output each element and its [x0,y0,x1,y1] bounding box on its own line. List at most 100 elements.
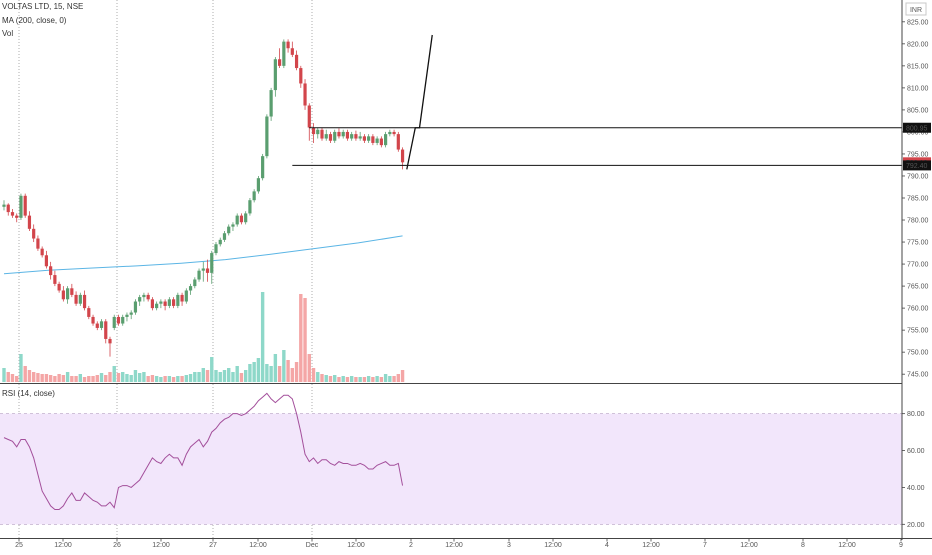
price-label: 800.95 [906,125,928,132]
volume-bar [154,376,159,382]
volume-bar [74,376,78,382]
candle-body [125,314,129,317]
volume-bar [371,377,375,382]
rsi-tick-label: 20.00 [907,522,925,529]
candle-body [138,297,142,302]
candle-body [133,301,138,313]
candle-body [121,316,125,324]
volume-bar [354,377,358,382]
candle-body [286,41,290,49]
volume-bar [265,364,269,382]
volume-bar [243,370,248,382]
candle-body [282,41,286,66]
time-tick-label: Dec [306,542,319,549]
price-tick-label: 800.00 [907,129,929,136]
volume-bar [316,372,320,382]
volume-bar [82,377,87,382]
volume-bar [218,372,222,382]
candle-body [116,316,121,324]
candle-body [205,268,210,273]
volume-bar [188,374,193,382]
candle-body [201,268,205,271]
volume-bar [214,370,218,382]
rsi-band [0,413,902,525]
price-label-box [903,122,931,133]
volume-bar [133,370,138,382]
volume-bar [341,376,345,382]
currency-badge-box[interactable] [905,2,927,16]
candle-body [320,129,324,139]
volume-bar [6,372,10,382]
rsi-tick-label: 60.00 [907,448,925,455]
candle-body [392,131,396,135]
rsi-legend[interactable]: RSI (14, close) [2,389,55,398]
candle-body [142,294,146,298]
candle-body [261,156,265,179]
candle-body [341,131,345,137]
volume-bar [320,374,324,382]
volume-bar [383,374,388,382]
time-tick-label: 12:00 [54,542,72,549]
candle-body [299,68,303,84]
price-tick-label: 825.00 [907,19,929,26]
volume-bar [256,358,261,382]
volume-bar [222,370,227,382]
candle-body [112,316,116,328]
candle-body [15,215,19,218]
volume-bar [333,375,337,382]
time-tick-label: 7 [703,542,707,549]
vol-legend[interactable]: Vol [2,29,13,38]
volume-bars [2,292,405,382]
candle-body [78,294,82,304]
candle-body [278,59,282,66]
candle-body [214,244,218,254]
rsi-line [3,392,404,511]
candle-body [316,129,320,135]
volume-bar [61,375,66,382]
candle-body [159,301,163,304]
time-tick-label: 12:00 [152,542,170,549]
volume-bar [248,364,252,382]
candle-body [290,48,294,55]
ma-legend[interactable]: MA (200, close, 0) [2,16,67,25]
candle-body [66,288,70,300]
ma-200-line [3,235,403,275]
candle-body [354,134,358,139]
candle-body [155,303,159,309]
volume-bar [324,375,328,382]
candle-body [10,212,15,216]
candle-body [49,266,53,276]
volume-bar [150,375,155,382]
price-tick-label: 795.00 [907,151,929,158]
candle-body [244,213,248,223]
candle-body [172,299,176,306]
drawings[interactable] [292,34,902,170]
time-tick-label: 9 [899,542,903,549]
volume-bar [205,370,210,382]
volume-bar [366,376,371,382]
candle-body [396,134,400,150]
candle-body [146,294,150,300]
price-tick-label: 810.00 [907,85,929,92]
candle-body [307,105,311,128]
candle-body [167,299,171,306]
volume-bar [184,375,189,382]
price-tick-label: 750.00 [907,350,929,357]
candle-body [129,312,133,315]
time-tick-label: 12:00 [740,542,758,549]
candle-body [384,134,388,146]
candle-body [74,294,78,304]
candle-body [400,149,405,163]
candle-body [362,136,366,141]
candle-body [265,116,269,157]
candle-body [104,321,108,339]
volume-bar [23,366,27,382]
volume-bar [40,374,44,382]
volume-bar [159,377,163,382]
volume-bar [358,377,362,382]
price-tick-label: 805.00 [907,107,929,114]
volume-bar [176,376,180,382]
